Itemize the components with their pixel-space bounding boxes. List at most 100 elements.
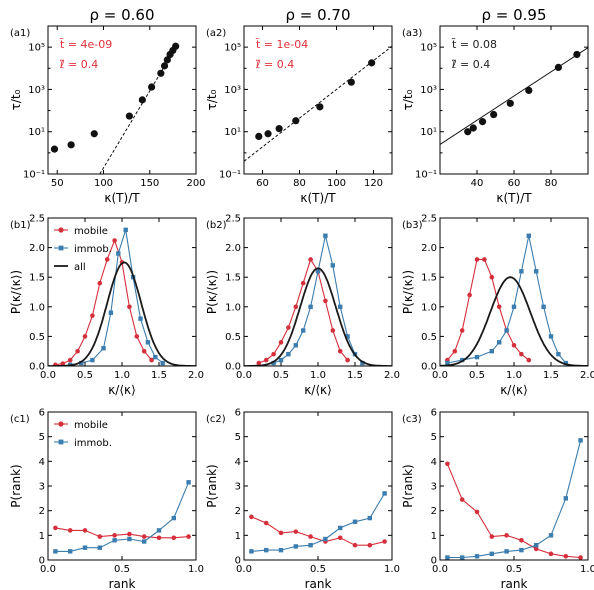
y-tick-label: 1.5: [421, 273, 437, 284]
y-tick-label: 10⁵: [420, 43, 437, 54]
data-point-mobile: [519, 351, 524, 357]
data-point-mobile: [82, 528, 88, 533]
y-tick-label: 3: [39, 482, 45, 493]
plot-area: [249, 491, 387, 554]
plot-area: [48, 227, 196, 366]
y-axis-label: P(κ/⟨κ⟩): [401, 270, 415, 314]
data-point-mobile: [474, 257, 480, 262]
data-point-mobile: [578, 555, 583, 560]
x-axis-label: rank: [109, 577, 136, 590]
data-point: [157, 69, 165, 77]
data-point-mobile: [533, 546, 539, 552]
data-point-mobile: [452, 348, 458, 354]
legend-label: mobile: [74, 226, 108, 237]
panel-a2: 60 80 100 120 10⁻¹ 10¹ 10³ 10⁵ κ(T)/T τ/t₀ (a2) ρ =…: [205, 6, 393, 205]
series-line-immob: [251, 493, 386, 552]
y-tick-label: 10⁵: [28, 43, 45, 54]
data-point-immob: [474, 554, 480, 559]
y-tick-label: 0.0: [421, 362, 437, 373]
y-tick-label: 10³: [28, 85, 45, 96]
data-point-mobile: [293, 529, 299, 534]
panel-title: ρ = 0.70: [285, 6, 350, 24]
panel-label: (b1): [10, 220, 31, 231]
data-point-mobile: [263, 357, 269, 363]
legend-label: immob.: [74, 244, 112, 255]
data-point-immob: [352, 519, 358, 524]
data-point-immob: [68, 549, 73, 554]
data-point-mobile: [134, 334, 140, 339]
data-point-mobile: [345, 357, 350, 363]
data-point-mobile: [141, 534, 147, 539]
data-point-mobile: [548, 551, 554, 557]
legend-label: mobile: [74, 420, 108, 431]
y-tick-label: 1.0: [421, 302, 437, 313]
data-point: [148, 83, 156, 91]
axes-frame: [243, 411, 393, 561]
data-point-immob: [308, 543, 313, 548]
panel-a1: 50 100 150 200 10⁻¹ 10¹ 10³ 10⁵ κ(T)/T τ/t₀ (a1) ρ …: [9, 6, 206, 205]
y-tick-label: 3: [431, 482, 437, 493]
data-point-mobile: [293, 304, 299, 310]
data-point-immob: [534, 269, 539, 274]
data-point-immob: [504, 328, 509, 333]
data-point-mobile: [337, 348, 343, 354]
series-line-mobile: [251, 516, 385, 546]
data-point-immob: [445, 360, 450, 366]
data-point: [138, 96, 146, 104]
data-point-immob: [101, 346, 106, 351]
data-point-mobile: [149, 357, 154, 363]
annotation: ℓ̃ = 0.4: [59, 58, 98, 71]
data-point-mobile: [504, 533, 509, 538]
panel-label: (b2): [206, 220, 227, 231]
y-tick-label: 10⁵: [224, 43, 241, 54]
data-point: [275, 125, 283, 133]
data-point-immob: [153, 354, 158, 360]
y-tick-label: 5: [39, 432, 45, 443]
data-point-mobile: [526, 357, 532, 363]
data-point-mobile: [382, 539, 387, 544]
data-point-mobile: [171, 535, 177, 541]
panel-a3: 40 60 80 10⁻¹ 10¹ 10³ 10⁵ κ(T)/T τ/t₀ (a3) ρ = 0.9…: [401, 6, 589, 205]
data-point-immob: [548, 533, 554, 538]
y-axis-label: τ/t₀: [401, 89, 415, 110]
data-point-mobile: [489, 534, 495, 539]
y-tick-label: 1.0: [29, 302, 45, 313]
x-tick-label: 2.0: [580, 370, 594, 381]
data-point-immob: [97, 545, 102, 550]
y-tick-label: 2: [235, 506, 241, 517]
data-point-mobile: [467, 292, 472, 298]
x-tick-label: 0.0: [432, 564, 448, 575]
data-point-mobile: [278, 340, 284, 345]
x-axis-label: κ(T)/T: [300, 191, 336, 205]
data-point: [554, 63, 563, 72]
data-point: [490, 110, 498, 119]
y-tick-label: 10¹: [224, 127, 241, 138]
data-point-mobile: [300, 280, 306, 286]
data-point-immob: [556, 351, 561, 357]
x-tick-label: 120: [364, 178, 383, 189]
data-point-immob: [578, 438, 583, 443]
x-tick-label: 1.5: [347, 370, 363, 381]
plot-area: [445, 438, 583, 560]
x-tick-label: 0.5: [506, 564, 522, 575]
y-tick-label: 10³: [420, 85, 437, 96]
panel-label: (a1): [10, 28, 30, 39]
data-point-mobile: [352, 542, 358, 548]
series-line-all: [48, 261, 196, 366]
y-tick-label: 0: [39, 556, 45, 567]
data-point-mobile: [323, 298, 328, 304]
data-point-mobile: [186, 534, 191, 539]
panel-label: (c1): [10, 414, 30, 425]
y-tick-label: 1.5: [29, 273, 45, 284]
data-point-immob: [382, 491, 387, 496]
data-point: [264, 130, 272, 138]
panel-b1: 0.0 0.5 1.0 1.5 2.0 0.0 0.5 1.0 1.5 2.0 2.5 κ/⟨κ⟩ P(…: [9, 214, 204, 398]
data-point-immob: [186, 480, 191, 485]
x-tick-label: 1.0: [188, 564, 204, 575]
data-point-mobile: [337, 535, 343, 541]
data-point: [573, 50, 581, 59]
data-point-mobile: [474, 509, 480, 515]
y-tick-label: 3: [235, 482, 241, 493]
data-point-immob: [445, 555, 450, 560]
data-point-mobile: [308, 534, 313, 539]
